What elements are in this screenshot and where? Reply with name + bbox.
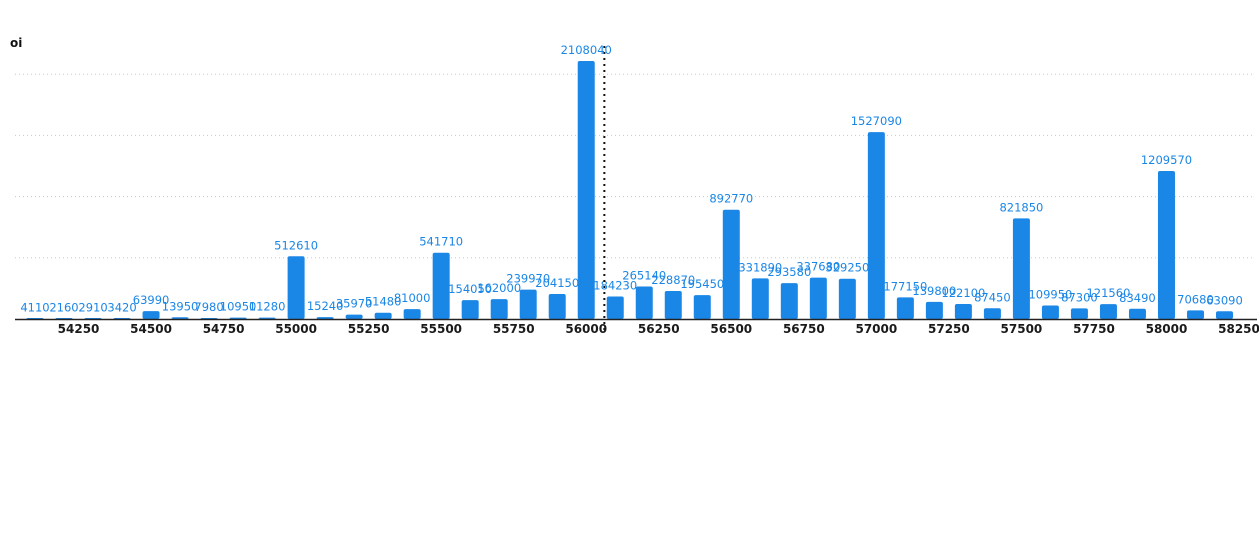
x-tick-label: 57250	[928, 322, 970, 336]
bar	[142, 311, 160, 319]
bar	[287, 256, 305, 319]
bar	[693, 295, 711, 319]
bar	[1070, 308, 1088, 319]
bar-value-label: 109950	[1028, 288, 1072, 302]
x-tick-label: 57750	[1073, 322, 1115, 336]
bar	[635, 286, 653, 319]
bar-value-label: 2160	[49, 301, 78, 315]
bar	[780, 283, 798, 319]
bar-value-label: 162000	[477, 281, 521, 295]
bar	[432, 252, 450, 319]
bar	[1041, 305, 1059, 319]
bar-value-label: 15240	[307, 299, 344, 313]
x-tick-label: 54500	[130, 322, 172, 336]
bar	[867, 132, 885, 319]
x-tick-label: 54250	[58, 322, 100, 336]
bar	[751, 278, 769, 319]
x-tick-label: 55500	[420, 322, 462, 336]
bar	[403, 309, 421, 319]
bar	[1215, 311, 1233, 319]
bar-value-label: 541710	[419, 235, 463, 249]
bar-value-label: 239970	[506, 272, 550, 286]
x-tick-label: 55250	[348, 322, 390, 336]
bar	[1157, 170, 1175, 319]
bar	[1012, 218, 1030, 319]
bar-value-label: 204150	[535, 276, 579, 290]
bar-value-label: 13950	[162, 299, 199, 313]
bar-value-label: 228870	[651, 273, 695, 287]
bar	[809, 277, 827, 319]
bar-value-label: 83490	[1119, 291, 1156, 305]
bar	[925, 301, 943, 319]
bar	[1128, 308, 1146, 319]
bar-value-label: 293580	[767, 265, 811, 279]
bar-value-label: 51480	[365, 295, 402, 309]
bar	[229, 317, 247, 319]
bar-value-label: 177150	[883, 279, 927, 293]
x-tick-label: 56000	[565, 322, 607, 336]
bar	[983, 308, 1001, 319]
x-tick-label: 57500	[1001, 322, 1043, 336]
bar	[258, 317, 276, 319]
bar-value-label: 2910	[78, 301, 107, 315]
x-tick-label: 57000	[855, 322, 897, 336]
bar-value-label: 35970	[336, 297, 373, 311]
bar-value-label: 4110	[20, 300, 49, 314]
bar-value-label: 892770	[709, 192, 753, 206]
bar	[519, 289, 537, 319]
x-tick-label: 58250	[1218, 322, 1259, 336]
bar-value-label: 87300	[1061, 290, 1098, 304]
bar-value-label: 331890	[738, 260, 782, 274]
bar-value-label: 11280	[249, 300, 286, 314]
bar	[606, 296, 624, 319]
bar-value-label: 63990	[133, 293, 170, 307]
bar-value-label: 81000	[394, 291, 431, 305]
bar	[838, 278, 856, 319]
bar-value-label: 154050	[448, 282, 492, 296]
bar-value-label: 195450	[680, 277, 724, 291]
bar-value-label: 121560	[1086, 286, 1130, 300]
bar	[461, 300, 479, 319]
bar	[374, 312, 392, 319]
bar-value-label: 70680	[1177, 292, 1214, 306]
bar-value-label: 3420	[107, 301, 136, 315]
x-tick-label: 55750	[493, 322, 535, 336]
bar	[954, 304, 972, 319]
x-tick-label: 55000	[275, 322, 317, 336]
bar	[548, 294, 566, 319]
bar-value-label: 265140	[622, 269, 666, 283]
bar	[345, 314, 363, 319]
bar	[490, 299, 508, 319]
bar	[577, 61, 595, 319]
bar	[1186, 310, 1204, 319]
bar-value-label: 63090	[1206, 293, 1243, 307]
bar-value-label: 337680	[796, 260, 840, 274]
bar-value-label: 1527090	[851, 114, 902, 128]
x-tick-label: 56250	[638, 322, 680, 336]
x-tick-label: 56500	[710, 322, 752, 336]
x-tick-label: 54750	[203, 322, 245, 336]
bar-value-label: 122100	[941, 286, 985, 300]
bar	[664, 290, 682, 319]
bar-value-label: 2108040	[561, 43, 612, 57]
bar	[722, 209, 740, 319]
bar-value-label: 10950	[220, 300, 257, 314]
bar-value-label: 7980	[194, 300, 223, 314]
bar	[171, 317, 189, 319]
bar	[316, 317, 334, 319]
bar	[896, 297, 914, 319]
bar-value-label: 329250	[825, 261, 869, 275]
y-axis-label: oi	[10, 36, 23, 50]
bar-value-label: 87450	[974, 290, 1011, 304]
x-tick-label: 56750	[783, 322, 825, 336]
bar-value-label: 821850	[999, 200, 1043, 214]
x-tick-label: 58000	[1146, 322, 1188, 336]
bar-value-label: 139800	[912, 284, 956, 298]
bar-value-label: 1209570	[1141, 153, 1192, 167]
bar-value-label: 512610	[274, 238, 318, 252]
bar	[1099, 304, 1117, 319]
